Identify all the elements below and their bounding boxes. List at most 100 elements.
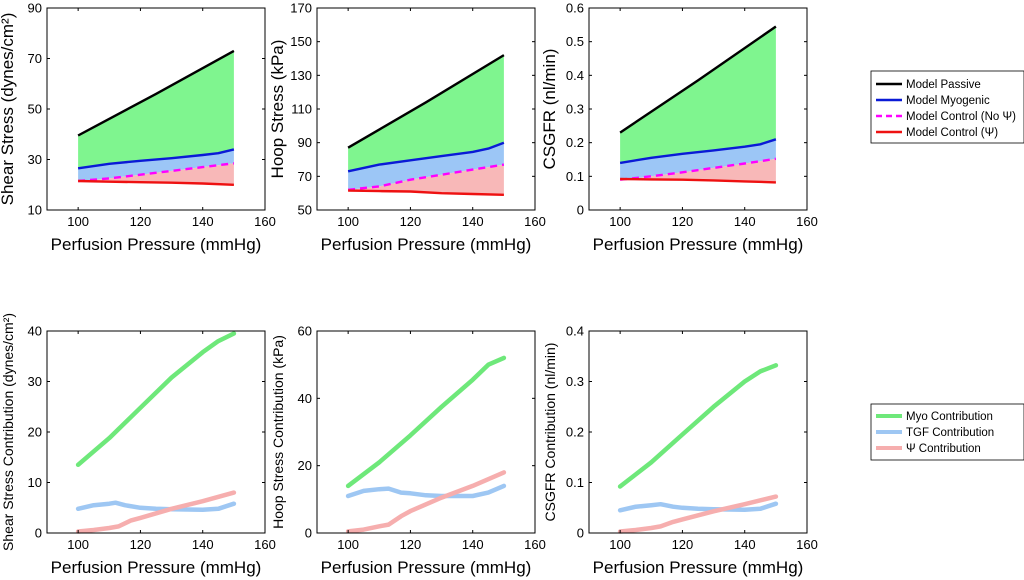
y-tick-label: 0.5 [566, 34, 584, 49]
y-tick-label: 130 [290, 68, 312, 83]
line-myogenic [77, 148, 235, 170]
legend-label-myogenic: Model Myogenic [906, 95, 990, 107]
axes-box [588, 7, 808, 211]
y-tick-label: 0.3 [566, 102, 584, 117]
y-tick-label: 40 [28, 324, 42, 339]
x-tick-label: 160 [796, 537, 818, 552]
legend-label-psi: Ψ Contribution [906, 443, 981, 455]
line-tgf-contribution [345, 483, 507, 499]
y-axis-label: CSGFR (nl/min) [540, 49, 559, 170]
panel-csgfr: 100 120 140 160 0 0.1 0.2 0.3 0.4 0.5 0.6 Perfusio… [540, 1, 818, 255]
y-axis-label: Hoop Stress Contribution (kPa) [270, 335, 286, 529]
y-tick-label: 0.4 [566, 324, 584, 339]
x-tick-label: 140 [462, 537, 484, 552]
line-passive [347, 54, 505, 149]
panel-hoop-stress: 100 120 140 160 50 70 90 110 130 150 170 Perfusion… [268, 1, 546, 255]
y-tick-label: 40 [298, 391, 312, 406]
y-tick-label: 0.3 [566, 374, 584, 389]
x-tick-label: 120 [130, 214, 152, 229]
y-tick-label: 30 [28, 152, 42, 167]
line-myo-contribution [75, 331, 237, 468]
line-control-no-psi [78, 162, 235, 183]
y-tick-label: 0 [577, 203, 584, 218]
axes-box [316, 330, 536, 534]
y-tick-label: 0 [35, 526, 42, 541]
axes-box [46, 330, 266, 534]
line-psi-contribution [75, 490, 237, 534]
line-myogenic [347, 141, 505, 173]
x-tick-label: 160 [254, 214, 276, 229]
axes-box [588, 330, 808, 534]
panel-shear-stress-contribution: 100 120 140 160 0 10 20 30 40 Perfusion Pressure… [0, 313, 276, 577]
fill-myogenic-control [78, 149, 234, 181]
y-tick-label: 170 [290, 1, 312, 16]
fill-passive-myogenic [348, 55, 504, 172]
line-tgf-contribution [75, 500, 237, 513]
x-axis-label: Perfusion Pressure (mmHg) [321, 235, 532, 254]
y-axis-label: Shear Stress (dynes/cm²) [0, 13, 17, 206]
line-control-psi [348, 189, 504, 196]
panel-csgfr-contribution: 100 120 140 160 0 0.1 0.2 0.3 0.4 Perfusion Pres… [542, 324, 818, 578]
x-tick-label: 120 [400, 537, 422, 552]
x-tick-label: 100 [609, 214, 631, 229]
fill-control-band [348, 164, 504, 195]
legend-label-control-no-psi: Model Control (No Ψ) [906, 111, 1016, 123]
y-tick-label: 70 [28, 51, 42, 66]
line-myo-contribution [345, 355, 507, 489]
y-tick-label: 0.4 [566, 68, 584, 83]
line-myo-contribution [617, 363, 779, 489]
y-tick-label: 0.2 [566, 135, 584, 150]
line-control-no-psi [347, 163, 505, 191]
y-tick-label: 30 [28, 374, 42, 389]
x-tick-label: 140 [462, 214, 484, 229]
y-tick-label: 0.1 [566, 475, 584, 490]
x-tick-label: 120 [672, 537, 694, 552]
x-axis-label: Perfusion Pressure (mmHg) [51, 558, 262, 577]
fill-myogenic-control [348, 142, 504, 190]
fill-myogenic-control [620, 139, 776, 180]
x-tick-label: 100 [337, 537, 359, 552]
x-tick-label: 140 [734, 214, 756, 229]
legend-bottom: Myo Contribution TGF Contribution Ψ Cont… [870, 403, 1024, 461]
line-passive [619, 25, 777, 134]
y-tick-label: 70 [298, 169, 312, 184]
x-tick-label: 100 [609, 537, 631, 552]
x-axis-label: Perfusion Pressure (mmHg) [593, 558, 804, 577]
x-tick-label: 140 [192, 214, 214, 229]
axes-box [316, 7, 536, 211]
x-tick-label: 160 [796, 214, 818, 229]
x-tick-label: 160 [524, 214, 546, 229]
line-tgf-contribution [617, 501, 779, 513]
x-axis-label: Perfusion Pressure (mmHg) [593, 235, 804, 254]
x-axis-label: Perfusion Pressure (mmHg) [321, 558, 532, 577]
legend-label-tgf: TGF Contribution [906, 427, 994, 439]
y-tick-label: 10 [28, 475, 42, 490]
x-tick-label: 140 [192, 537, 214, 552]
x-tick-label: 100 [67, 214, 89, 229]
legend-label-myo: Myo Contribution [906, 411, 993, 423]
x-tick-label: 120 [130, 537, 152, 552]
y-tick-label: 110 [291, 102, 312, 117]
y-tick-label: 90 [298, 135, 312, 150]
line-control-no-psi [619, 157, 777, 181]
y-axis-label: CSGFR Contribution (nl/min) [542, 343, 558, 522]
x-tick-label: 100 [337, 214, 359, 229]
x-tick-label: 140 [734, 537, 756, 552]
y-axis-label: Shear Stress Contribution (dynes/cm²) [0, 313, 16, 551]
y-tick-label: 0.1 [566, 169, 584, 184]
y-tick-label: 50 [28, 102, 42, 117]
x-tick-label: 160 [524, 537, 546, 552]
legend-label-passive: Model Passive [906, 79, 981, 91]
y-tick-label: 150 [290, 34, 312, 49]
y-tick-label: 20 [298, 458, 312, 473]
fill-passive-myogenic [620, 26, 776, 163]
y-tick-label: 20 [28, 425, 42, 440]
legend-top: Model Passive Model Myogenic Model Contr… [870, 70, 1024, 144]
x-tick-label: 100 [67, 537, 89, 552]
x-tick-label: 120 [672, 214, 694, 229]
axes-box [46, 7, 266, 211]
y-tick-label: 0 [577, 526, 584, 541]
y-tick-label: 60 [298, 324, 312, 339]
fill-passive-myogenic [78, 50, 234, 169]
